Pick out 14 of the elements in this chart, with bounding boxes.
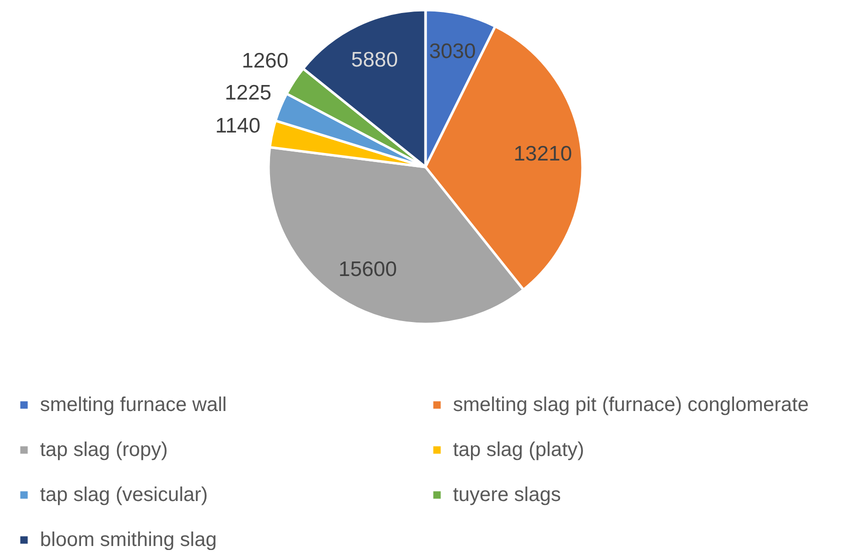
legend-label: bloom smithing slag xyxy=(40,529,217,551)
data-label: 1140 xyxy=(215,114,260,138)
data-label: 1225 xyxy=(224,82,272,105)
legend-label: smelting slag pit (furnace) conglomerate xyxy=(453,394,809,416)
legend-label: tap slag (vesicular) xyxy=(40,484,208,506)
data-label: 3030 xyxy=(429,40,476,64)
data-label: 1260 xyxy=(242,50,288,73)
data-label: 15600 xyxy=(338,258,397,281)
data-label: 13210 xyxy=(514,142,572,166)
legend-label: tap slag (platy) xyxy=(453,439,584,461)
data-label: 5880 xyxy=(351,48,398,72)
legend-label: tuyere slags xyxy=(453,484,561,506)
legend-label: tap slag (ropy) xyxy=(40,439,168,461)
legend-label: smelting furnace wall xyxy=(40,394,227,416)
